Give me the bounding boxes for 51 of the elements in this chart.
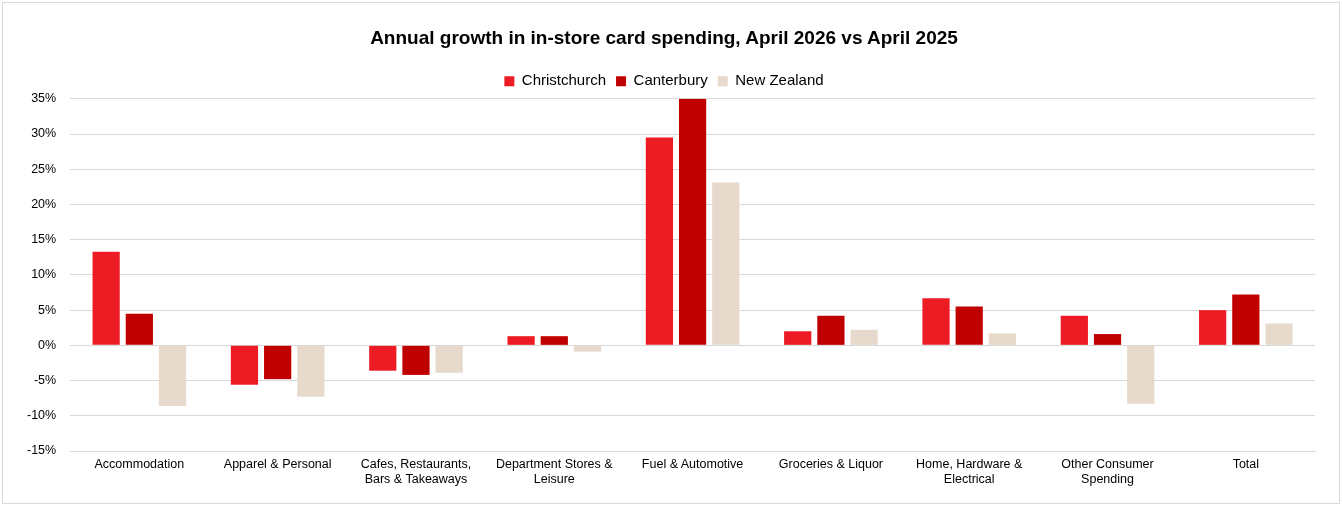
bar	[402, 345, 430, 375]
x-tick-label: Cafes, Restaurants, Bars & Takeaways	[360, 456, 472, 486]
bar	[1060, 315, 1088, 345]
x-tick-label: Total	[1232, 456, 1260, 471]
x-tick-label: Apparel & Personal	[223, 456, 332, 471]
bar	[507, 336, 535, 345]
chart-title: Annual growth in in-store card spending, April 2026 vs April 2025	[370, 26, 959, 48]
x-tick-label: Home, Hardware & Electrical	[916, 456, 1024, 486]
bar	[784, 331, 812, 345]
y-tick-label: 20%	[31, 196, 57, 211]
legend-label: Christchurch	[521, 71, 607, 89]
legend-label: New Zealand	[735, 71, 824, 89]
bar	[817, 315, 845, 345]
bar	[712, 182, 740, 345]
bar	[158, 345, 187, 406]
x-tick-label: Fuel & Automotive	[641, 456, 744, 471]
bar	[369, 345, 397, 371]
y-tick-label: 10%	[31, 267, 57, 282]
y-tick-label: -5%	[33, 373, 57, 388]
bar	[125, 313, 153, 345]
bar	[1093, 334, 1122, 345]
bar	[230, 345, 259, 385]
bar	[645, 137, 674, 345]
y-tick-label: 0%	[38, 337, 57, 352]
bar	[955, 306, 983, 345]
bar	[1127, 345, 1155, 404]
y-tick-label: 15%	[31, 232, 57, 247]
bar	[264, 345, 292, 380]
bar	[1232, 294, 1260, 345]
legend-label: Canterbury	[633, 71, 709, 89]
bar	[678, 98, 707, 345]
bar	[1199, 310, 1227, 345]
y-tick-label: -10%	[26, 408, 57, 423]
y-tick-label: 35%	[31, 91, 57, 106]
bar	[850, 329, 878, 345]
bar	[1265, 323, 1293, 345]
y-tick-label: 25%	[31, 161, 57, 176]
y-tick-label: 5%	[38, 302, 57, 317]
y-tick-label: -15%	[26, 443, 57, 458]
bar	[297, 345, 325, 397]
bar	[540, 336, 568, 345]
bar	[922, 298, 950, 345]
bar	[988, 333, 1017, 345]
bar	[573, 345, 602, 352]
y-tick-label: 30%	[31, 126, 57, 141]
x-tick-label: Other Consumer Spending	[1061, 456, 1154, 486]
x-tick-label: Department Stores & Leisure	[495, 456, 614, 486]
bar	[92, 251, 120, 345]
x-tick-label: Groceries & Liquor	[778, 456, 884, 471]
bar	[435, 345, 463, 373]
x-tick-label: Accommodation	[94, 456, 185, 471]
